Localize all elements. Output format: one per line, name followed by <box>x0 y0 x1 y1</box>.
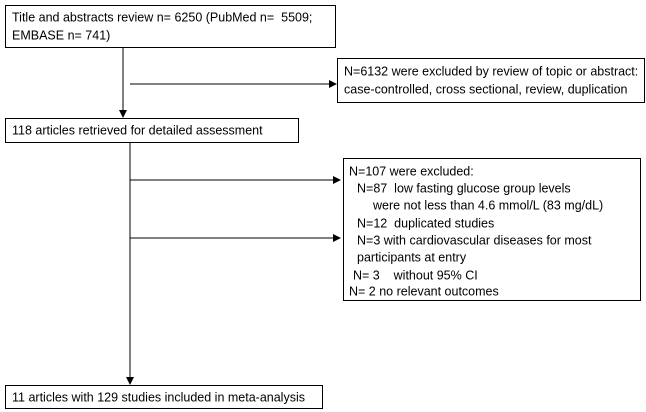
box-text: N= 2 no relevant outcomes <box>349 284 499 298</box>
box-text: N= 3 without 95% CI <box>353 268 478 282</box>
box-text: EMBASE n= 741) <box>12 28 110 42</box>
box-text: N=12 duplicated studies <box>357 216 494 230</box>
box <box>337 58 645 103</box>
box <box>343 158 641 301</box>
box <box>5 385 323 409</box>
box <box>5 5 336 48</box>
box-text: N=6132 were excluded by review of topic … <box>344 64 638 78</box>
box-text: N=3 with cardiovascular diseases for mos… <box>357 233 592 247</box>
box-text: N=107 were excluded: <box>349 164 474 178</box>
box-text: Title and abstracts review n= 6250 (PubM… <box>12 10 312 24</box>
box-text: 118 articles retrieved for detailed asse… <box>12 123 263 137</box>
box <box>5 118 299 143</box>
box-text: participants at entry <box>357 250 467 264</box>
box-text: were not less than 4.6 mmol/L (83 mg/dL) <box>372 198 603 212</box>
box-text: N=87 low fasting glucose group levels <box>357 181 571 195</box>
box-text: 11 articles with 129 studies included in… <box>12 390 305 404</box>
box-text: case-controlled, cross sectional, review… <box>344 82 628 96</box>
